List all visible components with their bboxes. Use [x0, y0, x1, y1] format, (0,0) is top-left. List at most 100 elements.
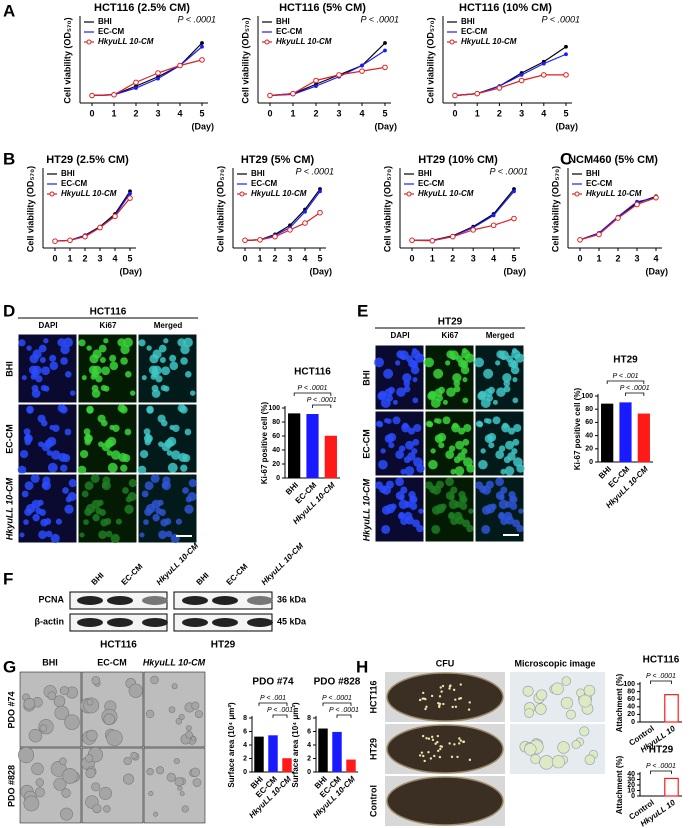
- point: [97, 224, 103, 231]
- cell: [101, 366, 111, 376]
- cell: [457, 452, 466, 461]
- cell: [138, 339, 146, 347]
- legend-label: EC-CM: [586, 179, 613, 188]
- cell: [141, 490, 149, 498]
- organoid: [145, 709, 155, 719]
- cell: [115, 518, 122, 525]
- cell: [19, 532, 25, 538]
- colony: [427, 750, 430, 754]
- cell: [496, 387, 506, 397]
- legend-marker: [239, 191, 245, 197]
- point: [128, 191, 132, 196]
- y-axis-label: Cell viability (OD₅₇₀): [62, 17, 72, 103]
- cell: [492, 416, 501, 425]
- cell: [536, 689, 548, 701]
- colony: [468, 758, 472, 762]
- column-label: Microscopic image: [514, 658, 595, 668]
- y-tick-label: 20: [272, 461, 280, 468]
- cell: [120, 464, 128, 472]
- x-tick-label: 5: [199, 108, 204, 118]
- cell: [403, 380, 411, 387]
- cell: [433, 368, 444, 379]
- point: [491, 213, 496, 218]
- x-tick-label: 3: [634, 253, 639, 263]
- point: [267, 92, 273, 99]
- cell: [461, 349, 471, 359]
- row-label: PDO #828: [6, 765, 16, 807]
- x-tick-label: 4: [302, 253, 307, 263]
- point: [564, 52, 568, 57]
- series-line: [411, 217, 515, 242]
- y-tick-label: 4: [243, 742, 247, 749]
- band: [142, 596, 168, 605]
- colony: [418, 754, 422, 757]
- colony: [422, 754, 425, 758]
- cell: [508, 491, 516, 499]
- cell: [64, 371, 72, 378]
- cell: [122, 453, 131, 463]
- cell: [99, 356, 106, 363]
- x-tick-label: 2: [497, 108, 502, 118]
- point: [511, 215, 517, 222]
- row-label: PDO #74: [6, 691, 16, 728]
- legend-label: HkyuLL 10-CM: [418, 189, 474, 198]
- colony: [439, 747, 442, 751]
- cell: [32, 513, 40, 522]
- y-tick-label: 40: [272, 447, 280, 454]
- cell: [26, 406, 34, 414]
- cell: [110, 450, 121, 460]
- cell: [440, 503, 447, 510]
- cell: [50, 533, 60, 544]
- cell: [377, 421, 384, 428]
- cell: [461, 448, 468, 455]
- cell: [152, 513, 160, 522]
- cell: [488, 386, 495, 394]
- cell: [79, 532, 85, 538]
- cell: [583, 684, 596, 697]
- cell: [177, 338, 186, 347]
- y-tick-label: 40: [627, 704, 635, 711]
- row-label: HCT116: [368, 680, 378, 713]
- x-tick-label: 2: [450, 253, 455, 263]
- point: [156, 76, 160, 81]
- point: [496, 85, 503, 91]
- column-label: Merged: [154, 321, 183, 330]
- cell: [139, 532, 145, 538]
- p-value: P < .0001: [329, 707, 359, 714]
- cell: [124, 504, 134, 514]
- bar: [637, 413, 650, 463]
- point: [383, 48, 387, 53]
- band-label: PCNA: [38, 594, 64, 604]
- cell: [179, 405, 188, 414]
- cell: [512, 438, 520, 446]
- cell: [442, 399, 448, 405]
- y-tick-label: 6: [307, 728, 311, 735]
- y-tick-label: 80: [627, 688, 635, 695]
- cell: [565, 709, 576, 720]
- colony: [427, 737, 431, 740]
- legend-label: EC-CM: [251, 179, 278, 188]
- bar: [318, 728, 328, 773]
- organoid: [53, 695, 66, 707]
- band: [212, 618, 238, 627]
- cell: [378, 459, 388, 470]
- organoid: [59, 757, 67, 766]
- cell: [166, 450, 173, 456]
- cell: [182, 487, 189, 494]
- y-axis-label: Cell viability (OD₅₇₀): [550, 166, 560, 252]
- panel-letter: B: [3, 149, 15, 168]
- cell: [64, 504, 74, 514]
- bar: [332, 731, 342, 773]
- legend-label: EC-CM: [418, 179, 445, 188]
- chart-title: PDO #828: [314, 677, 361, 688]
- cell: [161, 480, 171, 491]
- chart-title: HCT116 (5% CM): [279, 2, 366, 14]
- cell: [402, 373, 412, 383]
- cell: [143, 428, 151, 436]
- colony: [429, 757, 433, 760]
- legend-label: EC-CM: [461, 27, 488, 36]
- organoid: [185, 731, 193, 739]
- cell: [503, 380, 511, 387]
- organoid: [166, 772, 176, 782]
